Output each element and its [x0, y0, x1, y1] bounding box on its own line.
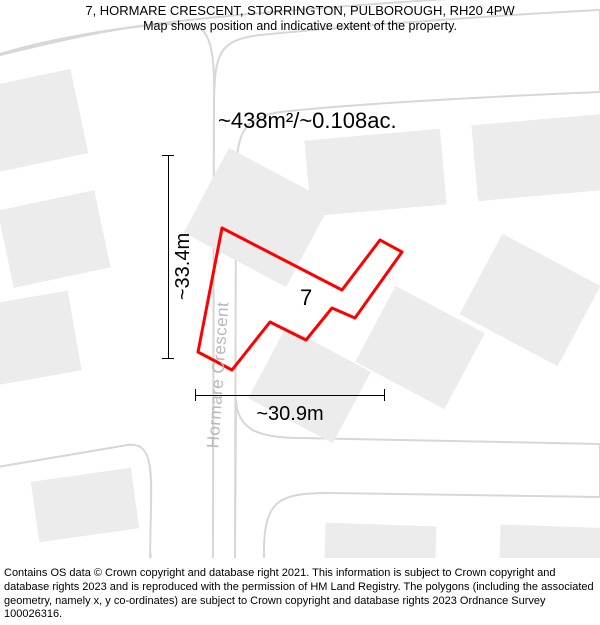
vertical-dimension-line	[168, 155, 169, 359]
parcel-shape	[472, 114, 600, 200]
property-address: 7, HORMARE CRESCENT, STORRINGTON, PULBOR…	[0, 3, 600, 18]
vertical-dimension-value: ~33.4m	[172, 233, 195, 300]
area-measurement-label: ~438m²/~0.108ac.	[218, 108, 397, 134]
house-number-label: 7	[300, 285, 312, 311]
horizontal-dimension: ~30.9m	[195, 395, 385, 396]
map-description: Map shows position and indicative extent…	[0, 19, 600, 33]
horizontal-dimension-line	[195, 395, 385, 396]
copyright-footer: Contains OS data © Crown copyright and d…	[4, 567, 596, 622]
map-header: 7, HORMARE CRESCENT, STORRINGTON, PULBOR…	[0, 3, 600, 33]
parcel-shape	[499, 525, 600, 558]
parcel-shape	[324, 523, 436, 558]
property-map: Hormare Crescent ~438m²/~0.108ac. 7 ~33.…	[0, 0, 600, 558]
horizontal-dimension-value: ~30.9m	[195, 403, 385, 426]
